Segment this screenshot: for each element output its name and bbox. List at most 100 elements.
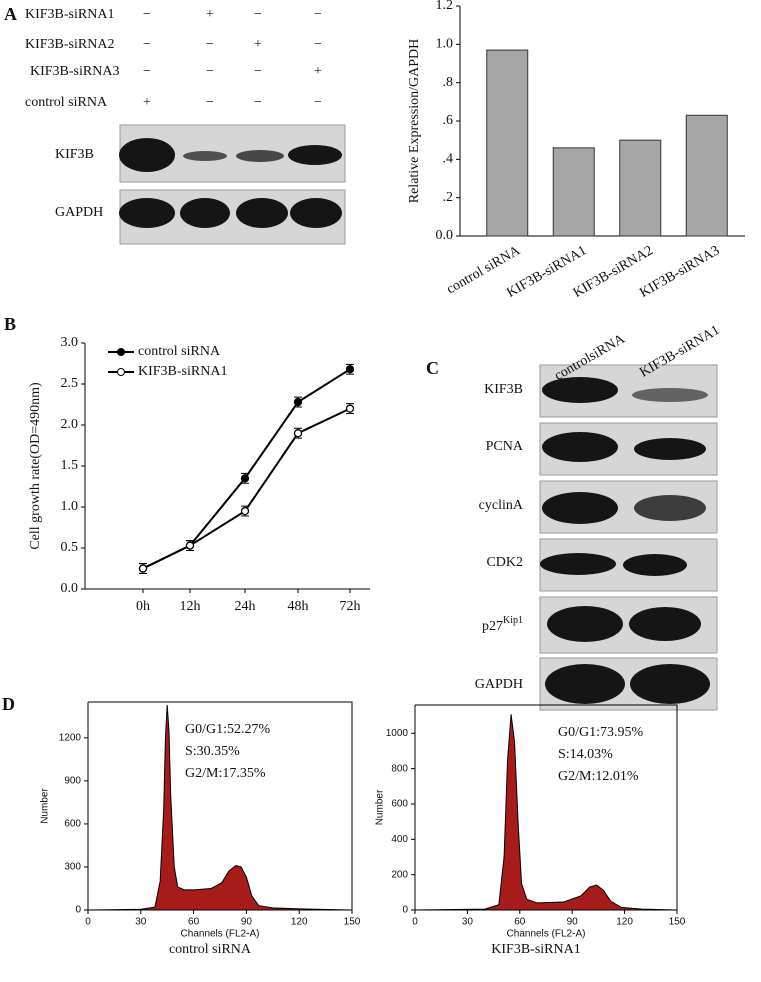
sign: − (314, 7, 322, 22)
y-tick-label: 0.5 (61, 540, 79, 555)
band-label: KIF3B (55, 147, 94, 162)
x-tick-label: 0h (136, 599, 150, 614)
sign: + (206, 7, 214, 22)
y-tick-label: 300 (64, 862, 81, 873)
x-tick-label: 150 (344, 917, 361, 928)
bar (685, 114, 728, 237)
point (293, 429, 303, 438)
y-tick-label: .2 (443, 190, 454, 205)
panel-label: A (4, 4, 17, 24)
blot-image (119, 124, 346, 245)
x-tick-label: 60 (514, 917, 526, 928)
y-tick-label: 200 (391, 869, 408, 880)
y-axis-label: Number (375, 789, 386, 825)
x-tick-label: 0 (85, 917, 91, 928)
band-name: p27 (482, 619, 503, 634)
band-label: PCNA (486, 439, 524, 454)
y-tick-label: 1200 (59, 733, 82, 744)
sign: − (143, 7, 151, 22)
y-tick-label: 0.0 (436, 228, 454, 243)
legend-marker (117, 368, 125, 376)
legend-label: KIF3B-siRNA1 (138, 364, 227, 379)
condition-label: KIF3B-siRNA1 (25, 7, 114, 22)
series-line (142, 368, 351, 570)
y-tick-label: 1000 (386, 728, 409, 739)
y-tick-label: 0.0 (61, 581, 79, 596)
sign: + (254, 37, 262, 52)
y-tick-label: 1.2 (436, 0, 454, 13)
y-tick-label: 3.0 (61, 335, 79, 350)
y-tick-label: 2.0 (61, 417, 79, 432)
x-tick-label: 30 (135, 917, 147, 928)
band-name: cyclinA (479, 498, 524, 513)
point (345, 404, 355, 413)
x-tick-label: 90 (567, 917, 579, 928)
y-tick-label: 1.5 (61, 458, 79, 473)
legend-marker (117, 348, 125, 356)
band-name: PCNA (486, 439, 524, 454)
bar (552, 147, 595, 237)
y-axis-label: Number (40, 788, 51, 824)
band-label: KIF3B (484, 382, 523, 397)
sign: − (254, 64, 262, 79)
x-tick-label: 150 (669, 917, 686, 928)
band-label: GAPDH (55, 205, 103, 220)
y-tick-label: .6 (443, 113, 454, 128)
x-tick-label: 60 (188, 917, 200, 928)
sign: − (254, 95, 262, 110)
point (293, 397, 303, 407)
x-tick-label: 48h (288, 599, 309, 614)
band-label: cyclinA (479, 498, 524, 513)
x-axis-label: Channels (FL2-A) (181, 929, 260, 940)
blot-image (539, 364, 718, 711)
band-label: p27Kip1 (482, 615, 523, 634)
sign: − (143, 64, 151, 79)
y-tick-label: 0 (75, 905, 81, 916)
y-tick-label: .8 (443, 75, 454, 90)
sign: − (143, 37, 151, 52)
sign: − (314, 37, 322, 52)
band-name: CDK2 (486, 555, 523, 570)
condition-label: KIF3B-siRNA3 (30, 64, 119, 79)
point (138, 564, 148, 573)
panel-label: D (2, 694, 15, 714)
annotation: G0/G1:73.95% (558, 725, 644, 740)
sign: − (206, 37, 214, 52)
x-axis-label: Channels (FL2-A) (507, 929, 586, 940)
panel-label: C (426, 358, 439, 378)
sign: − (254, 7, 262, 22)
y-tick-label: .4 (443, 152, 454, 167)
band-name: GAPDH (475, 677, 523, 692)
sign: + (314, 64, 322, 79)
sign: − (206, 64, 214, 79)
y-tick-label: 900 (64, 776, 81, 787)
legend-label: control siRNA (138, 344, 221, 359)
sign: − (314, 95, 322, 110)
x-tick-label: 12h (180, 599, 201, 614)
band-name: KIF3B (484, 382, 523, 397)
bar (619, 139, 662, 237)
histogram-area (414, 714, 678, 911)
y-tick-label: 2.5 (61, 376, 79, 391)
x-tick-label: 24h (235, 599, 256, 614)
annotation: G0/G1:52.27% (185, 722, 271, 737)
x-tick-label: 72h (340, 599, 361, 614)
axes (84, 343, 370, 590)
y-tick-label: 400 (391, 834, 408, 845)
x-tick-label: 120 (291, 917, 308, 928)
series-line (142, 407, 351, 570)
x-tick-label: 30 (462, 917, 474, 928)
annotation: S:30.35% (185, 744, 240, 759)
y-tick-label: 1.0 (61, 499, 79, 514)
point (240, 506, 250, 516)
y-tick-label: 800 (391, 763, 408, 774)
caption: control siRNA (169, 942, 252, 957)
caption: KIF3B-siRNA1 (491, 942, 580, 957)
x-tick-label: 120 (616, 917, 633, 928)
sign: − (206, 95, 214, 110)
point (185, 541, 195, 550)
condition-label: KIF3B-siRNA2 (25, 37, 114, 52)
y-axis-label: Cell growth rate(OD=490nm) (28, 382, 43, 550)
annotation: G2/M:17.35% (185, 766, 266, 781)
